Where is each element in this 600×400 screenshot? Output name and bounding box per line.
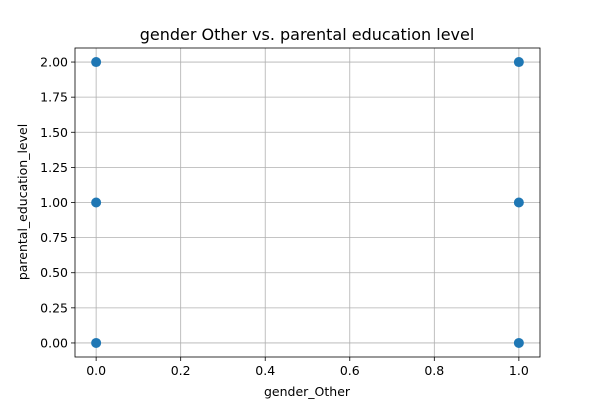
x-tick-label: 0.6 [340, 363, 360, 378]
y-tick-label: 1.00 [40, 195, 68, 210]
y-axis-label: parental_education_level [15, 124, 30, 280]
chart-title: gender Other vs. parental education leve… [140, 25, 475, 44]
ticks-layer: 0.0 0.2 0.4 0.6 0.8 1.0 0.00 0.25 0.50 0.75 1.00 1.… [40, 55, 529, 378]
data-point [513, 337, 524, 348]
y-tick-label: 1.75 [40, 90, 68, 105]
y-tick-label: 0.75 [40, 230, 68, 245]
y-tick-label: 1.50 [40, 125, 68, 140]
x-tick-label: 0.2 [171, 363, 191, 378]
data-point [91, 197, 102, 208]
points-layer [91, 57, 524, 348]
y-tick-label: 2.00 [40, 55, 68, 70]
x-axis-label: gender_Other [264, 384, 351, 399]
y-tick-label: 0.25 [40, 300, 68, 315]
x-tick-label: 0.8 [424, 363, 444, 378]
data-point [513, 197, 524, 208]
data-point [91, 57, 102, 68]
y-tick-label: 1.25 [40, 160, 68, 175]
y-tick-label: 0.50 [40, 265, 68, 280]
y-tick-label: 0.00 [40, 335, 68, 350]
x-tick-label: 1.0 [509, 363, 529, 378]
x-tick-label: 0.0 [86, 363, 106, 378]
x-tick-label: 0.4 [255, 363, 275, 378]
data-point [91, 337, 102, 348]
data-point [513, 57, 524, 68]
